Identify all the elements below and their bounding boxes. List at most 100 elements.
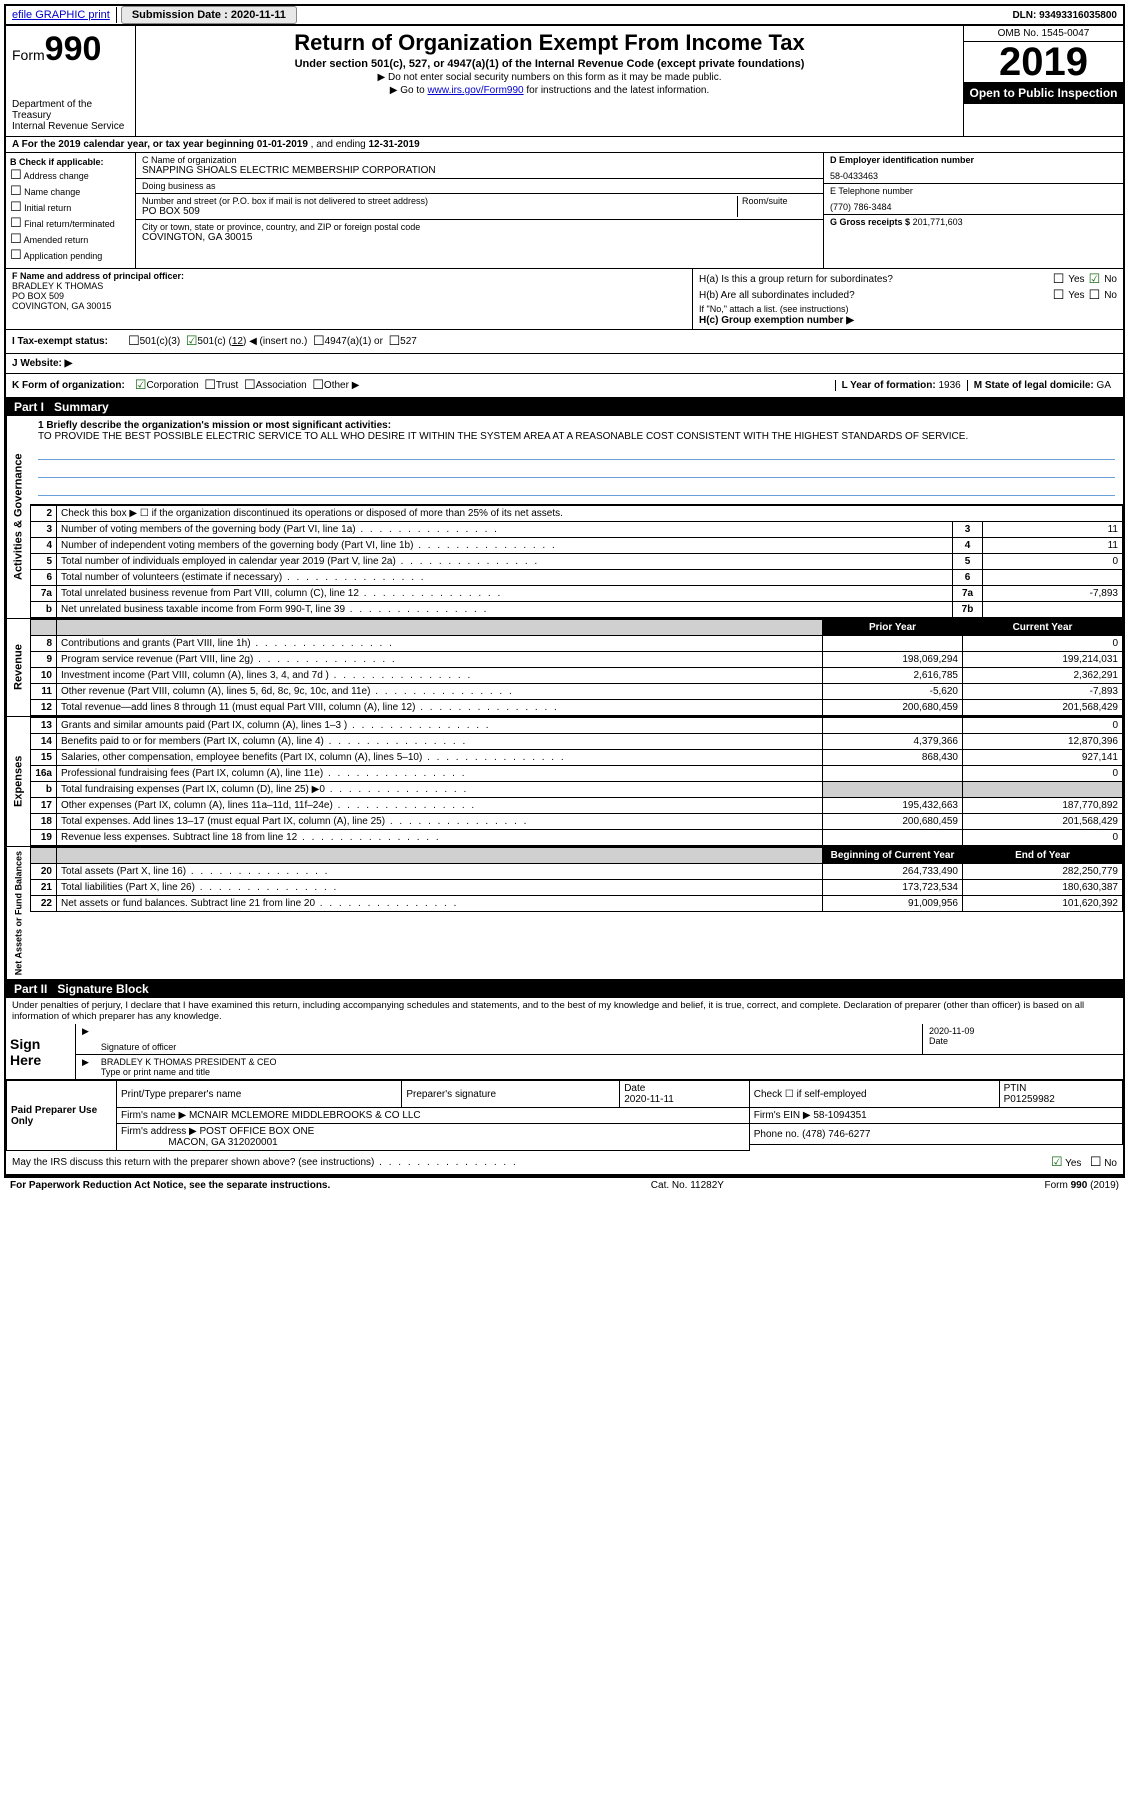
note-link: ▶ Go to www.irs.gov/Form990 for instruct… [144, 85, 955, 96]
table-row: 14Benefits paid to or for members (Part … [31, 734, 1123, 750]
phone-value: (770) 786-3484 [830, 202, 1117, 212]
mission-block: 1 Briefly describe the organization's mi… [30, 416, 1123, 505]
table-row: 7aTotal unrelated business revenue from … [31, 586, 1123, 602]
col-b-header: B Check if applicable: [10, 157, 104, 167]
prep-date-cell: Date 2020-11-11 [620, 1081, 750, 1108]
row-j-website: J Website: ▶ [6, 354, 1123, 374]
discuss-q: May the IRS discuss this return with the… [12, 1157, 518, 1168]
note-ssn: ▶ Do not enter social security numbers o… [144, 72, 955, 83]
discuss-no[interactable] [1090, 1158, 1102, 1169]
dba-label: Doing business as [142, 181, 817, 191]
chk-final-return[interactable]: Final return/terminated [10, 216, 131, 231]
m-state-domicile: M State of legal domicile: GA [967, 380, 1117, 391]
sig-arrow-icon: ▶ [76, 1055, 95, 1079]
table-row: 18Total expenses. Add lines 13–17 (must … [31, 814, 1123, 830]
top-bar: efile GRAPHIC print Submission Date : 20… [4, 4, 1125, 26]
firm-name: MCNAIR MCLEMORE MIDDLEBROOKS & CO LLC [189, 1110, 421, 1121]
sig-date: 2020-11-09 [929, 1026, 1117, 1036]
table-row: bNet unrelated business taxable income f… [31, 602, 1123, 618]
firm-name-cell: Firm's name ▶ MCNAIR MCLEMORE MIDDLEBROO… [117, 1108, 750, 1124]
f-addr2: COVINGTON, GA 30015 [12, 301, 111, 311]
addr-value: PO BOX 509 [142, 206, 737, 217]
i-label: I Tax-exempt status: [12, 336, 108, 347]
ptin-value: P01259982 [1004, 1094, 1055, 1105]
org-name-label: C Name of organization [142, 155, 817, 165]
chk-501c3[interactable] [128, 334, 140, 349]
vert-net: Net Assets or Fund Balances [6, 847, 30, 979]
chk-other[interactable] [312, 378, 324, 393]
tax-year: 2019 [964, 42, 1123, 82]
row-f-h: F Name and address of principal officer:… [6, 269, 1123, 330]
chk-501c[interactable] [186, 334, 198, 349]
table-row: 4Number of independent voting members of… [31, 538, 1123, 554]
signature-block: Under penalties of perjury, I declare th… [6, 998, 1123, 1080]
open-to-public: Open to Public Inspection [964, 82, 1123, 104]
firm-ein-cell: Firm's EIN ▶ 58-1094351 [749, 1108, 1122, 1124]
table-row: 13Grants and similar amounts paid (Part … [31, 718, 1123, 734]
firm-addr2: MACON, GA 312020001 [168, 1137, 278, 1148]
chk-corp[interactable] [135, 378, 147, 393]
dln-cell: DLN: 93493316035800 [1012, 10, 1123, 21]
city-value: COVINGTON, GA 30015 [142, 232, 817, 243]
irs-link[interactable]: www.irs.gov/Form990 [427, 85, 523, 96]
city-block: City or town, state or province, country… [136, 220, 823, 245]
discuss-row: May the IRS discuss this return with the… [6, 1151, 1123, 1176]
firm-ein: 58-1094351 [813, 1110, 866, 1121]
chk-name-change[interactable]: Name change [10, 184, 131, 199]
expenses-table: 13Grants and similar amounts paid (Part … [30, 717, 1123, 846]
discuss-yes[interactable] [1051, 1158, 1063, 1169]
f-addr1: PO BOX 509 [12, 291, 64, 301]
f-name: BRADLEY K THOMAS [12, 281, 103, 291]
ha-no[interactable] [1089, 272, 1101, 287]
efile-link[interactable]: efile GRAPHIC print [12, 9, 110, 21]
gross-receipts-block: G Gross receipts $ 201,771,603 [824, 215, 1123, 229]
net-table: Beginning of Current YearEnd of Year20To… [30, 847, 1123, 912]
dba-block: Doing business as [136, 179, 823, 194]
form-body: Form990 Department of the Treasury Inter… [4, 26, 1125, 1178]
section-b-to-g: B Check if applicable: Address change Na… [6, 153, 1123, 269]
chk-amended[interactable]: Amended return [10, 232, 131, 247]
header-left: Form990 Department of the Treasury Inter… [6, 26, 136, 136]
prep-self-employed[interactable]: Check ☐ if self-employed [749, 1081, 999, 1108]
col-c-org-info: C Name of organization SNAPPING SHOALS E… [136, 153, 823, 268]
ein-value: 58-0433463 [830, 171, 1117, 181]
paid-preparer-table: Paid Preparer Use Only Print/Type prepar… [6, 1080, 1123, 1151]
table-row: 6Total number of volunteers (estimate if… [31, 570, 1123, 586]
firm-addr-cell: Firm's address ▶ POST OFFICE BOX ONE MAC… [117, 1124, 750, 1151]
chk-address-change[interactable]: Address change [10, 168, 131, 183]
revenue-section: Revenue Prior YearCurrent Year8Contribut… [6, 619, 1123, 717]
row-a-begin: 01-01-2019 [257, 139, 308, 150]
mission-rule [38, 464, 1115, 478]
chk-initial-return[interactable]: Initial return [10, 200, 131, 215]
ha-yes[interactable] [1053, 272, 1065, 287]
table-row: 9Program service revenue (Part VIII, lin… [31, 652, 1123, 668]
hb-no[interactable] [1089, 288, 1101, 303]
chk-527[interactable] [389, 334, 401, 349]
row-a-mid: , and ending [311, 139, 369, 150]
gross-value: 201,771,603 [913, 217, 963, 227]
header-mid: Return of Organization Exempt From Incom… [136, 26, 963, 136]
officer-type-label: Type or print name and title [101, 1067, 1117, 1077]
org-name: SNAPPING SHOALS ELECTRIC MEMBERSHIP CORP… [142, 165, 817, 176]
chk-trust[interactable] [204, 378, 216, 393]
dept-treasury: Department of the Treasury Internal Reve… [12, 99, 129, 132]
table-row: 5Total number of individuals employed in… [31, 554, 1123, 570]
l-year-formation: L Year of formation: 1936 [835, 380, 967, 391]
vert-exp: Expenses [6, 717, 30, 846]
chk-assoc[interactable] [244, 378, 256, 393]
addr-label: Number and street (or P.O. box if mail i… [142, 196, 737, 206]
prep-date: 2020-11-11 [624, 1094, 674, 1105]
table-row: bTotal fundraising expenses (Part IX, co… [31, 782, 1123, 798]
ein-block: D Employer identification number 58-0433… [824, 153, 1123, 184]
sig-officer-label: Signature of officer [101, 1042, 916, 1052]
footer-right: Form 990 (2019) [1045, 1180, 1119, 1191]
chk-4947[interactable] [313, 334, 325, 349]
hb-yes[interactable] [1053, 288, 1065, 303]
submission-date-cell: Submission Date : 2020-11-11 [121, 6, 297, 24]
vert-rev: Revenue [6, 619, 30, 716]
submission-label: Submission Date : [132, 9, 228, 21]
efile-label: efile GRAPHIC print [6, 7, 117, 23]
mission-q: 1 Briefly describe the organization's mi… [38, 420, 391, 431]
revenue-table: Prior YearCurrent Year8Contributions and… [30, 619, 1123, 716]
chk-app-pending[interactable]: Application pending [10, 248, 131, 263]
